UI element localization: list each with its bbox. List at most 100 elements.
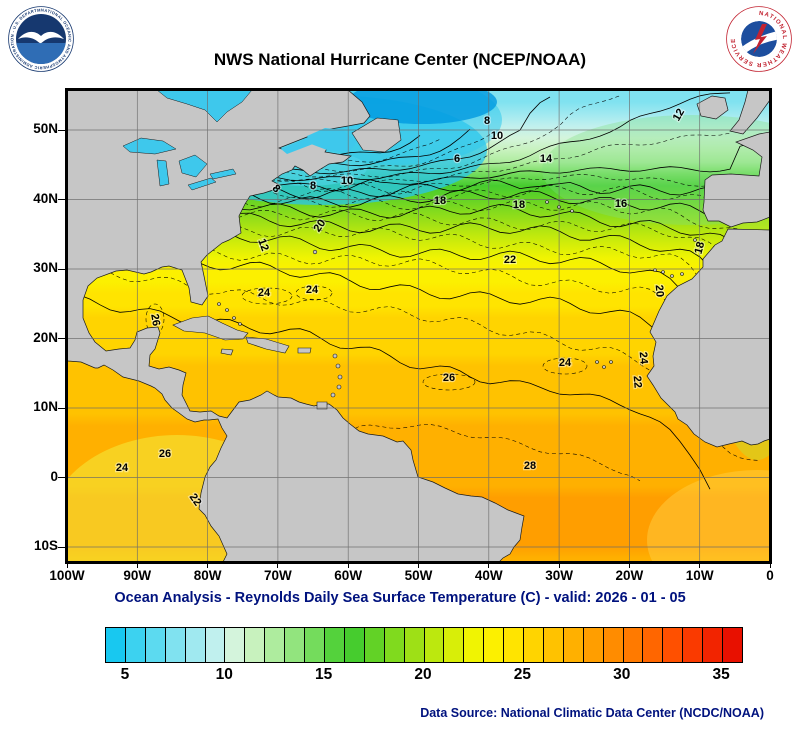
lon-tick-label: 10W <box>685 568 714 583</box>
hispaniola <box>245 336 290 354</box>
lesser-antilles-island <box>330 392 336 398</box>
lon-tick-mark <box>769 562 771 568</box>
colorbar-cell <box>364 628 385 662</box>
land-ireland <box>696 95 729 120</box>
contour-label: 26 <box>443 372 455 384</box>
puerto-rico <box>297 347 312 354</box>
contour-label: 22 <box>504 254 516 266</box>
lon-tick-mark <box>628 562 630 568</box>
lat-tick-mark <box>58 477 65 478</box>
lat-tick-label: 40N <box>33 190 58 206</box>
contour-label: 20 <box>653 284 666 297</box>
colorbar-cell <box>543 628 564 662</box>
bahamas-island <box>238 322 242 326</box>
trinidad <box>316 401 328 410</box>
lake-ontario <box>209 168 237 180</box>
lon-tick-label: 30W <box>545 568 573 583</box>
colorbar-cell <box>265 628 286 662</box>
contour-label: 18 <box>513 199 525 211</box>
colorbar-cell <box>245 628 266 662</box>
azores-island <box>545 200 549 204</box>
colorbar-cell <box>444 628 465 662</box>
contour-label: 8 <box>310 180 316 192</box>
colorbar-cell <box>563 628 584 662</box>
land-americas <box>67 90 525 562</box>
madeira <box>693 238 697 242</box>
lesser-antilles-island <box>336 384 342 390</box>
contour-label: 18 <box>693 241 708 256</box>
lake-michigan <box>156 159 170 187</box>
nws-logo[interactable]: NATIONAL WEATHER SERVICE <box>726 6 792 72</box>
lat-tick-mark <box>58 546 65 548</box>
lat-tick-label: 20N <box>33 329 58 345</box>
colorbar-cell <box>324 628 345 662</box>
data-source-note: Data Source: National Climatic Data Cent… <box>420 706 764 720</box>
colorbar-cell <box>723 628 742 662</box>
lat-tick-mark <box>58 407 65 409</box>
canary-island <box>661 270 665 274</box>
lon-tick-label: 90W <box>123 568 152 583</box>
lon-tick-mark <box>699 562 701 568</box>
contour-label: 16 <box>615 198 627 210</box>
contour-label: 26 <box>159 448 171 460</box>
lake-erie <box>187 177 217 191</box>
colorbar-cell <box>344 628 365 662</box>
lon-tick-mark <box>66 562 68 568</box>
lat-tick-label: 50N <box>33 121 58 136</box>
land-africa <box>646 228 770 448</box>
contour-label: 28 <box>524 460 536 472</box>
sst-map: 8 10 6 12 14 8 8 10 18 18 16 20 12 18 22 24 24 26 20 24 22 24… <box>65 88 772 564</box>
colorbar-cell <box>185 628 206 662</box>
lat-tick-mark <box>58 268 65 270</box>
colorbar-cell <box>663 628 684 662</box>
contour-label: 10 <box>341 175 353 187</box>
colorbar-cell <box>603 628 624 662</box>
lon-tick-label: 60W <box>334 568 363 583</box>
colorbar-tick-label: 20 <box>414 666 432 683</box>
lon-tick-label: 70W <box>264 568 292 583</box>
lon-tick-label: 20W <box>615 568 644 583</box>
lon-tick-mark <box>418 562 419 568</box>
lat-tick-label: 30N <box>33 260 58 275</box>
colorbar-tick-label: 30 <box>613 666 631 683</box>
colorbar-tick-label: 10 <box>215 666 233 683</box>
bahamas-island <box>217 302 221 306</box>
lon-tick-mark <box>488 562 490 568</box>
colorbar-cell <box>424 628 445 662</box>
lon-tick-label: 80W <box>193 568 222 583</box>
colorbar-cell <box>285 628 306 662</box>
cape-verde-island <box>595 360 599 364</box>
colorbar-tick-label: 15 <box>315 666 333 683</box>
noaa-logo[interactable]: NATIONAL OCEANIC AND ATMOSPHERIC ADMINIS… <box>6 2 74 72</box>
lesser-antilles-island <box>337 374 343 380</box>
contour-label: 10 <box>491 130 503 142</box>
lon-tick-mark <box>136 562 138 568</box>
canary-island <box>680 272 684 276</box>
land-europe <box>702 131 770 228</box>
contour-label: 24 <box>306 284 319 296</box>
colorbar-cell <box>125 628 146 662</box>
hudson-bay <box>156 90 253 123</box>
page-title: NWS National Hurricane Center (NCEP/NOAA… <box>213 50 587 69</box>
contour-label: 8 <box>484 115 490 127</box>
colorbar-cell <box>504 628 525 662</box>
lat-tick-mark <box>58 338 65 339</box>
colorbar-cell <box>225 628 246 662</box>
contour-label: 12 <box>255 237 270 253</box>
lake-huron <box>178 154 208 178</box>
colorbar-cell <box>623 628 644 662</box>
lesser-antilles-island <box>332 353 338 359</box>
colorbar-cell <box>305 628 325 662</box>
colorbar-cell <box>404 628 425 662</box>
bahamas-island <box>225 308 229 312</box>
colorbar-cell <box>583 628 604 662</box>
lat-tick-label: 0 <box>50 468 58 484</box>
contour-label: 14 <box>540 153 553 165</box>
nws-logo-icon: NATIONAL WEATHER SERVICE <box>726 6 792 72</box>
colorbar-tick-label: 5 <box>120 666 130 683</box>
lon-tick-mark <box>277 562 279 568</box>
colorbar-cell <box>384 628 405 662</box>
st-lawrence-river <box>281 138 313 154</box>
